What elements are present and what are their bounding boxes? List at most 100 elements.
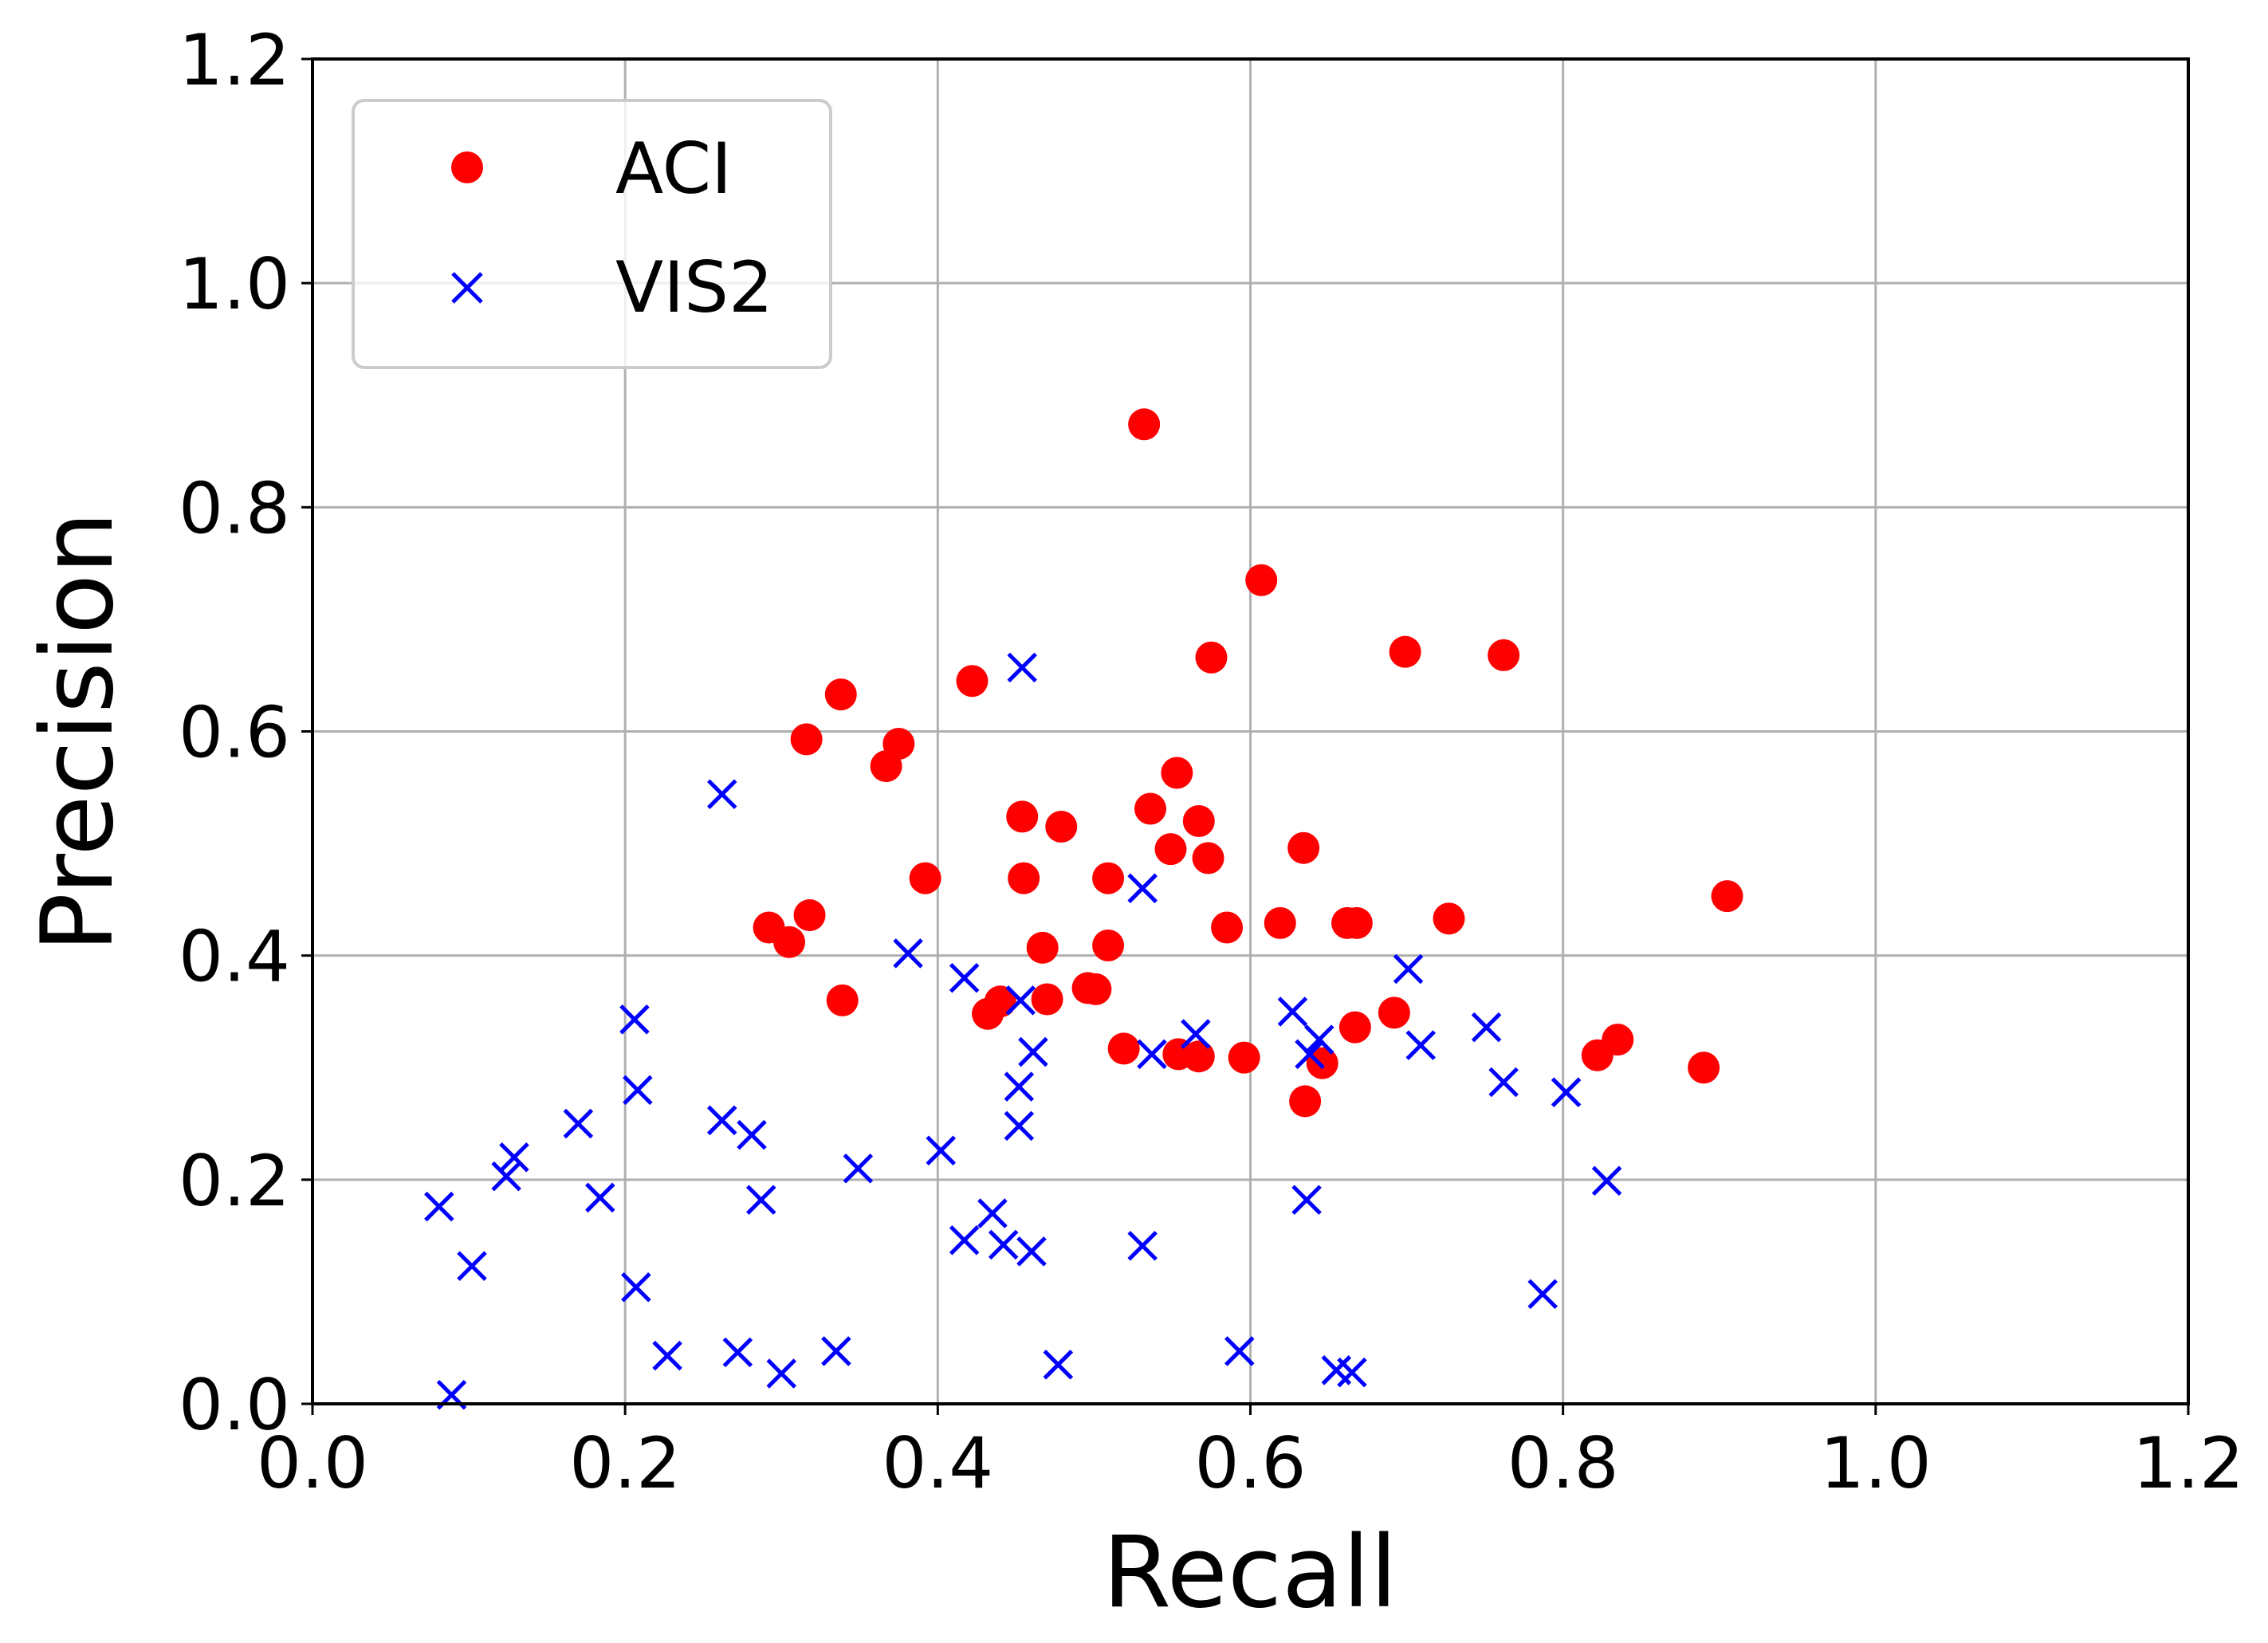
data-point-aci	[1006, 800, 1039, 833]
data-point-aci	[1378, 996, 1410, 1029]
data-point-vis2	[1527, 1279, 1558, 1309]
data-point-vis2	[1405, 1030, 1436, 1060]
data-point-aci	[1688, 1051, 1720, 1084]
data-point-aci	[1340, 906, 1373, 939]
series-vis2	[424, 652, 1622, 1410]
y-tick-label: 0.8	[179, 467, 290, 549]
data-point-aci	[826, 984, 859, 1016]
data-point-vis2	[843, 1154, 874, 1184]
data-point-aci	[1488, 639, 1520, 671]
x-tick-label: 1.2	[2132, 1422, 2244, 1504]
data-point-aci	[1711, 880, 1743, 913]
data-point-vis2	[737, 1119, 767, 1150]
data-point-aci	[1306, 1047, 1338, 1079]
data-point-vis2	[706, 1105, 737, 1136]
data-point-aci	[1092, 862, 1125, 894]
data-point-aci	[1211, 911, 1244, 944]
data-point-aci	[1287, 831, 1320, 864]
data-point-vis2	[1137, 1039, 1167, 1070]
data-point-vis2	[1004, 1071, 1035, 1102]
data-point-aci	[1195, 641, 1228, 674]
y-tick-label: 0.6	[179, 692, 290, 774]
data-point-aci	[972, 997, 1004, 1030]
data-point-vis2	[1127, 1231, 1158, 1261]
data-point-aci	[824, 678, 857, 711]
data-point-vis2	[1004, 1110, 1035, 1142]
data-point-vis2	[491, 1161, 521, 1192]
data-point-aci	[1182, 804, 1215, 837]
data-point-vis2	[652, 1340, 682, 1371]
data-point-vis2	[1181, 1019, 1211, 1049]
data-point-aci	[1192, 842, 1224, 875]
data-point-aci	[1389, 635, 1421, 668]
data-point-aci	[790, 723, 823, 756]
data-point-vis2	[949, 1224, 980, 1256]
data-point-vis2	[1043, 1350, 1074, 1380]
data-point-aci	[1228, 1041, 1260, 1074]
data-point-vis2	[1304, 1024, 1334, 1055]
x-tick-label: 0.8	[1507, 1422, 1619, 1504]
data-point-aci	[1161, 757, 1193, 789]
data-point-vis2	[722, 1337, 753, 1368]
data-point-vis2	[623, 1075, 653, 1106]
data-point-vis2	[949, 963, 980, 993]
legend-label-vis2: VIS2	[615, 246, 773, 328]
data-point-vis2	[1291, 1185, 1322, 1215]
x-tick-label: 0.4	[882, 1422, 993, 1504]
data-point-vis2	[1016, 1236, 1047, 1267]
data-point-aci	[1045, 810, 1078, 843]
y-tick-label: 0.0	[179, 1364, 290, 1446]
data-point-vis2	[585, 1182, 615, 1213]
data-point-aci	[1338, 1011, 1371, 1044]
data-point-aci	[1128, 408, 1161, 441]
data-point-aci	[956, 665, 989, 698]
data-point-aci	[1008, 862, 1040, 894]
y-axis-title: Precision	[21, 511, 136, 952]
data-point-vis2	[1393, 953, 1424, 985]
data-point-aci	[1031, 983, 1063, 1016]
data-point-vis2	[893, 938, 923, 969]
data-point-aci	[1245, 564, 1278, 596]
data-point-vis2	[745, 1185, 776, 1215]
data-point-vis2	[1224, 1336, 1255, 1366]
data-point-aci	[1079, 973, 1112, 1005]
data-point-vis2	[1337, 1357, 1367, 1388]
data-point-vis2	[1471, 1012, 1502, 1043]
data-point-vis2	[563, 1108, 594, 1139]
data-point-aci	[1264, 906, 1296, 939]
y-tick-label: 1.0	[179, 243, 290, 325]
x-tick-label: 1.0	[1820, 1422, 1932, 1504]
legend-marker-vis2	[451, 272, 483, 304]
legend-label-aci: ACI	[615, 128, 732, 210]
axis-ticks: 0.0 0.2 0.4 0.6 0.8 1.0 1.2 0.0 0.2 0.4 0.6 0.8 1.0 1…	[179, 19, 2244, 1504]
data-point-aci	[793, 899, 826, 932]
data-point-aci	[1107, 1032, 1140, 1065]
data-point-aci	[1026, 931, 1059, 964]
x-axis-title: Recall	[1103, 1515, 1397, 1630]
data-point-vis2	[1005, 985, 1036, 1016]
data-point-vis2	[1551, 1077, 1582, 1107]
data-point-vis2	[1295, 1039, 1325, 1070]
y-tick-label: 1.2	[179, 19, 290, 101]
legend-marker-aci	[451, 151, 483, 183]
data-point-vis2	[1018, 1036, 1048, 1067]
data-point-aci	[1134, 792, 1167, 825]
data-point-aci	[1154, 833, 1187, 866]
data-point-vis2	[424, 1191, 454, 1222]
data-point-vis2	[706, 779, 737, 809]
x-tick-label: 0.6	[1195, 1422, 1307, 1504]
data-point-aci	[1602, 1024, 1634, 1056]
data-point-vis2	[1488, 1067, 1519, 1098]
data-point-vis2	[766, 1358, 797, 1389]
data-point-vis2	[926, 1135, 957, 1166]
data-point-vis2	[1591, 1165, 1622, 1197]
data-point-vis2	[499, 1142, 529, 1173]
data-point-aci	[909, 862, 941, 894]
data-point-vis2	[619, 1004, 650, 1035]
y-tick-label: 0.2	[179, 1140, 290, 1222]
x-tick-label: 0.2	[569, 1422, 681, 1504]
data-point-vis2	[988, 1229, 1019, 1260]
data-point-vis2	[1007, 652, 1037, 683]
data-point-aci	[1289, 1085, 1322, 1118]
